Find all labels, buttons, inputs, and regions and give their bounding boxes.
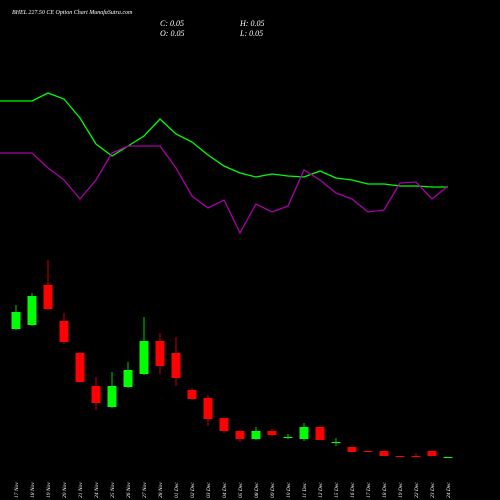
x-tick-label: 18 Dec [382,482,388,498]
candle-body [155,341,165,366]
candle-body [347,447,357,452]
candle-body [443,457,453,458]
x-tick-label: 12 Dec [318,482,324,498]
candle-body [395,456,405,457]
candle-body [59,321,69,342]
candle-body [315,427,325,440]
x-tick-label: 21 Nov [78,482,84,498]
candle-body [139,341,149,374]
candle-body [11,312,21,329]
x-tick-label: 03 Dec [206,482,212,498]
candle-body [75,353,85,382]
candle-body [187,390,197,399]
indicator-line [0,145,449,235]
x-tick-label: 18 Nov [30,482,36,498]
ohlc-label: L: 0.05 [239,29,263,38]
x-tick-label: 24 Dec [445,482,452,498]
x-tick-label: 01 Dec [174,482,180,498]
x-tick-label: 08 Dec [254,482,260,498]
x-tick-label: 20 Nov [62,482,68,498]
x-tick-label: 22 Dec [414,482,420,498]
candle-body [331,442,341,443]
indicator-line [0,92,448,188]
candle-body [123,370,133,387]
x-tick-label: 19 Dec [398,482,404,498]
x-tick-label: 28 Nov [158,482,164,498]
x-tick-label: 11 Dec [302,482,308,498]
candle-body [427,451,437,456]
candle-body [363,451,373,452]
candle-body [203,398,213,419]
ohlc-label: H: 0.05 [239,19,264,28]
candle-body [267,431,277,435]
candle-body [91,386,101,403]
x-tick-label: 19 Nov [46,482,52,498]
candle-body [219,418,229,431]
candle-body [107,386,117,407]
x-tick-label: 04 Dec [221,482,228,498]
x-tick-label: 02 Dec [190,482,196,498]
x-tick-label: 10 Dec [286,482,292,498]
x-tick-label: 26 Nov [126,482,132,498]
candle-body [411,456,421,457]
x-tick-label: 15 Dec [334,482,340,498]
x-tick-label: 17 Dec [366,482,372,498]
ohlc-label: O: 0.05 [160,29,184,38]
x-tick-label: 23 Dec [430,482,436,498]
candle-body [299,427,309,439]
candle-body [235,431,245,439]
candle-body [27,296,37,325]
candle-body [379,451,389,456]
candle-body [283,437,293,438]
candle-body [251,431,261,439]
x-tick-label: 24 Nov [93,482,100,498]
x-tick-label: 25 Nov [110,482,116,498]
candle-body [171,353,181,378]
candle-body [43,285,53,309]
x-tick-label: 16 Dec [350,482,356,498]
x-tick-label: 09 Dec [270,482,276,498]
x-tick-label: 27 Nov [142,482,148,498]
ohlc-label: C: 0.05 [160,19,184,28]
x-tick-label: 17 Nov [14,482,20,498]
x-tick-label: 05 Dec [238,482,244,498]
chart-title: BHEL 227.50 CE Option Chart MunafaSutra.… [12,9,133,16]
